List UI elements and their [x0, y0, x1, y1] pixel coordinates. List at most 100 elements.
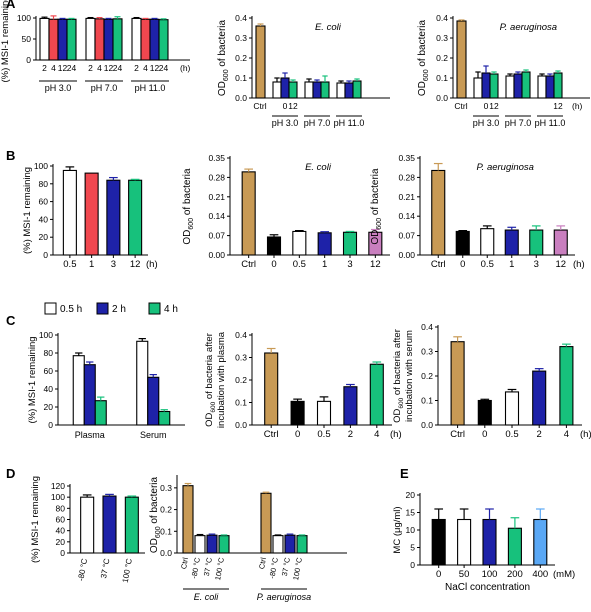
y-tick-label: 0.2	[436, 53, 448, 63]
x-tick-label: Ctrl	[257, 556, 268, 569]
bar-blue	[482, 518, 497, 566]
y-tick-label: 0.28	[398, 172, 415, 182]
bar-green	[218, 535, 230, 554]
x-tick-label: 200	[507, 569, 523, 580]
y-tick-label: 0	[43, 250, 48, 260]
x-tick-label: 4	[564, 429, 569, 440]
x-tick-label: 0.5	[317, 429, 330, 440]
y-tick-label: 5	[410, 543, 415, 553]
bar-red	[48, 18, 59, 61]
x-tick-label: 24	[67, 63, 77, 73]
x-tick-label: Ctrl	[431, 259, 446, 270]
bar-green	[369, 363, 384, 426]
y-tick-label: 60	[56, 515, 66, 525]
x-tick-label: -80 °C	[76, 558, 89, 582]
x-tick-label: 0	[460, 259, 465, 270]
x-tick-label: Ctrl	[450, 429, 465, 440]
x-tick-label: 12	[104, 63, 114, 73]
group-label: pH 7.0	[304, 118, 331, 128]
bar-blue	[103, 18, 114, 61]
x-tick-label: 2	[42, 63, 47, 73]
y-tick-label: 100	[39, 330, 53, 340]
chart-c3: OD600 of bacteria after incubation with s…	[392, 322, 591, 440]
y-tick-label: 0.0	[160, 548, 172, 558]
species-annotation: P. aeruginosa	[477, 162, 534, 173]
bar-green	[158, 19, 169, 61]
y-tick-label: 80	[39, 179, 49, 189]
bar-ctrl	[431, 169, 446, 256]
x-tick-label: 0	[484, 101, 489, 111]
group-label: pH 11.0	[535, 118, 566, 128]
x-tick-label: 4	[374, 429, 379, 440]
x-tick-label: 2	[134, 63, 139, 73]
x-unit-label: (mM)	[553, 569, 575, 580]
panel-letter: E	[400, 466, 409, 481]
y-tick-label: 0.2	[160, 505, 172, 515]
bar-green	[94, 400, 107, 426]
y-tick-label: 0.07	[208, 231, 225, 241]
bar-blue	[206, 534, 218, 554]
legend-swatch	[96, 302, 109, 315]
x-tick-label: 0	[271, 259, 276, 270]
bar-blue	[481, 72, 491, 99]
bar-ctrl	[260, 492, 272, 554]
bar-blue	[343, 386, 358, 426]
bar-blue	[317, 232, 332, 256]
x-tick-label: 0	[482, 429, 487, 440]
x-tick-label: 1	[322, 259, 327, 270]
bar-white	[72, 355, 85, 426]
y-tick-label: 0.1	[160, 526, 172, 536]
y-tick-label: 60	[44, 366, 54, 376]
x-tick-label: 400	[532, 569, 548, 580]
bar-ctrl	[264, 352, 279, 426]
x-tick-label: 100 °C	[121, 558, 134, 584]
legend-label: 4 h	[164, 304, 178, 315]
x-tick-label: 4	[97, 63, 102, 73]
y-tick-label: 40	[56, 526, 66, 536]
x-tick-label: 12	[553, 101, 563, 111]
bar-white	[480, 228, 495, 256]
x-unit-label: (h)	[180, 63, 191, 73]
x-tick-label: 100 °C	[291, 556, 304, 581]
legend-label: 0.5 h	[60, 304, 82, 315]
bar-white	[62, 169, 77, 256]
bar-white	[131, 17, 142, 61]
x-tick-label: 3	[111, 259, 116, 270]
bar-white	[473, 77, 483, 99]
y-tick-label: 120	[51, 481, 65, 491]
bar-green	[529, 229, 544, 256]
y-tick-label: 0	[60, 548, 65, 558]
bar-green	[112, 18, 123, 61]
x-tick-label: 0.5	[293, 259, 306, 270]
bar-lightblue	[533, 518, 548, 566]
chart-a2: OD600 of bacteria 0.0 0.1 0.2 0.3 0.4 E. coli C…	[217, 13, 390, 128]
group-label: E. coli	[194, 592, 220, 602]
bar-green	[342, 231, 358, 256]
bar-white	[85, 17, 96, 61]
bar-blue	[344, 82, 354, 99]
bar-white	[336, 82, 346, 99]
x-unit-label: (h)	[580, 429, 591, 440]
bar-blue	[83, 364, 96, 426]
x-tick-label: 37 °C	[99, 558, 111, 580]
x-tick-label: 4	[143, 63, 148, 73]
bar-green	[296, 535, 308, 554]
bar-black	[431, 518, 446, 566]
y-tick-label: 15	[406, 508, 416, 518]
x-tick-label: 24	[113, 63, 123, 73]
x-tick-label: 4	[51, 63, 56, 73]
y-tick-label: 20	[39, 232, 49, 242]
group-label: pH 7.0	[91, 83, 118, 93]
y-tick-label: 0	[48, 420, 53, 430]
chart-c2: OD600 of bacteria after incubation with p…	[204, 330, 402, 440]
chart-b3: OD600 of bacteria 0.00 0.07 0.14 0.21 0.28 0.3…	[370, 153, 585, 270]
group-label: pH 11.0	[135, 83, 166, 93]
bar-black	[477, 399, 492, 426]
group-label: pH 3.0	[272, 118, 299, 128]
bar-blue	[57, 18, 68, 61]
panel-letter: B	[6, 148, 15, 163]
y-axis-label: OD600 of bacteria	[370, 168, 383, 245]
chart-b2: OD600 of bacteria 0.00 0.07 0.14 0.21 0.28 0.3…	[182, 153, 390, 270]
